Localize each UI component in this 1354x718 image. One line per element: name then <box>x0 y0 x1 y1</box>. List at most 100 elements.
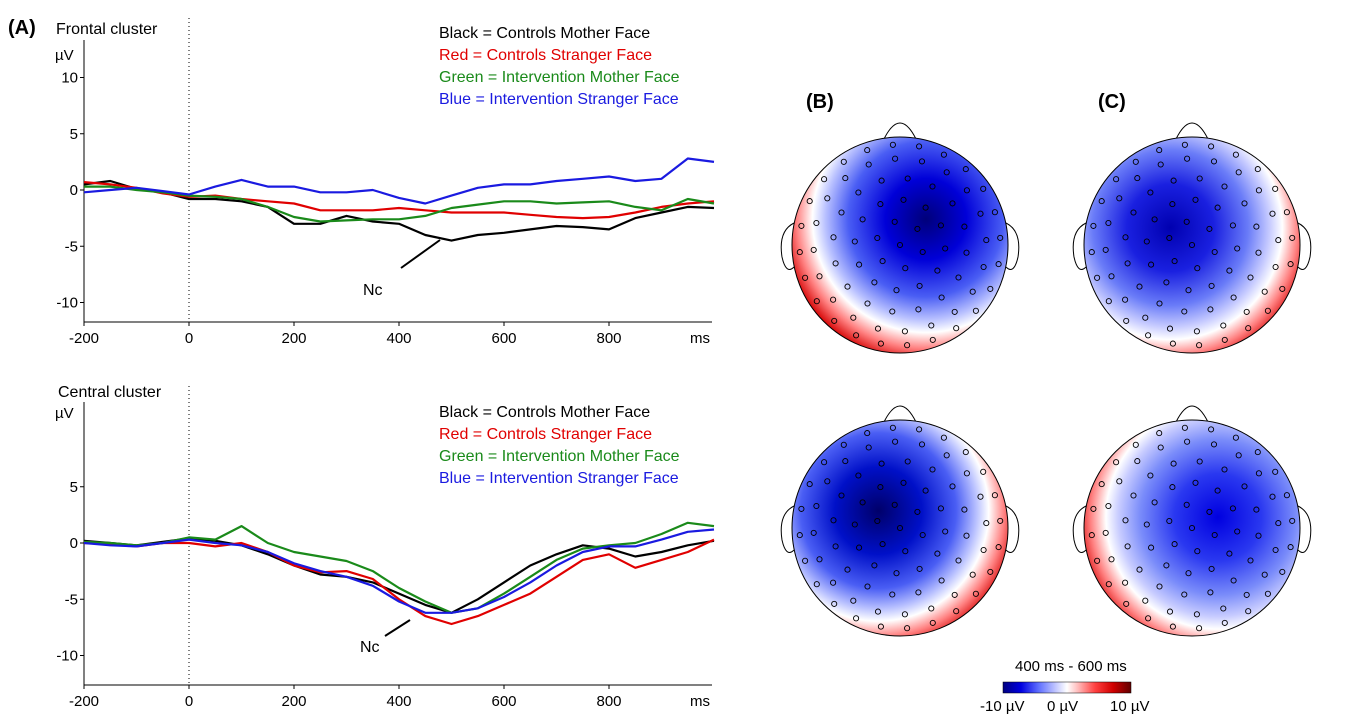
electrode-marker <box>1272 468 1279 475</box>
electrode-marker <box>1148 261 1155 268</box>
frontal-nc-label: Nc <box>363 282 383 299</box>
frontal-legend-blue: Blue = Intervention Stranger Face <box>439 91 679 108</box>
electrode-marker <box>987 568 994 575</box>
electrode-marker <box>851 521 858 528</box>
scalp-map <box>1083 419 1301 637</box>
electrode-marker <box>1245 325 1252 332</box>
electrode-marker <box>1156 300 1163 307</box>
frontal-ytick-label: 5 <box>70 126 78 143</box>
electrode-marker <box>902 548 909 555</box>
electrode-marker <box>1124 543 1131 550</box>
electrode-marker <box>949 200 956 207</box>
electrode-marker <box>1145 332 1152 339</box>
electrode-marker <box>1279 568 1286 575</box>
electrode-marker <box>806 198 813 205</box>
electrode-marker <box>1188 241 1196 249</box>
electrode-marker <box>824 195 831 202</box>
electrode-marker <box>1166 325 1174 332</box>
right-ear-outline <box>1297 222 1312 270</box>
electrode-marker <box>951 308 958 315</box>
electrode-marker <box>1098 198 1105 205</box>
electrode-marker <box>918 158 926 165</box>
electrode-marker <box>963 470 970 477</box>
topo-window-label: 400 ms - 600 ms <box>1015 658 1127 675</box>
electrode-marker <box>977 493 984 500</box>
central-legend-blue: Blue = Intervention Stranger Face <box>439 470 679 487</box>
electrode-marker <box>1287 544 1294 551</box>
electrode-marker <box>1243 308 1250 315</box>
electrode-marker <box>1235 169 1242 176</box>
electrode-marker <box>949 483 956 490</box>
electrode-marker <box>1169 623 1176 630</box>
electrode-marker <box>1088 532 1095 539</box>
electrode-marker <box>1113 459 1120 466</box>
electrode-marker <box>1226 267 1233 274</box>
electrode-marker <box>1136 283 1143 290</box>
electrode-marker <box>864 430 871 437</box>
electrode-marker <box>1196 625 1203 632</box>
colorbar <box>1002 681 1132 694</box>
electrode-marker <box>1181 308 1188 315</box>
electrode-marker <box>838 209 845 216</box>
electrode-marker <box>942 528 949 535</box>
left-ear-outline <box>1072 222 1087 270</box>
electrode-marker <box>1185 287 1192 294</box>
electrode-marker <box>1088 249 1095 256</box>
electrode-marker <box>830 234 837 241</box>
topomap-c-central <box>1072 405 1312 637</box>
electrode-marker <box>1166 234 1173 242</box>
electrode-marker <box>1234 245 1241 252</box>
central-plot: Central cluster µV 5 0 -5 -10 -200 0 200 400 60… <box>55 384 715 710</box>
central-xtick-label: 800 <box>596 693 621 710</box>
frontal-series-line-0 <box>83 179 715 242</box>
electrode-marker <box>864 147 871 154</box>
electrode-marker <box>914 508 921 515</box>
electrode-marker <box>934 267 941 274</box>
nose-outline <box>883 405 917 423</box>
frontal-legend-red: Red = Controls Stranger Face <box>439 47 652 64</box>
electrode-marker <box>1171 541 1178 548</box>
electrode-marker <box>943 169 950 176</box>
electrode-marker <box>802 557 809 564</box>
electrode-marker <box>955 557 962 564</box>
electrode-marker <box>1122 517 1129 524</box>
electrode-marker <box>1287 261 1294 268</box>
electrode-marker <box>953 608 960 615</box>
central-legend-black: Black = Controls Mother Face <box>439 404 650 421</box>
electrode-marker <box>1169 201 1176 208</box>
electrode-marker <box>1169 484 1176 491</box>
electrode-marker <box>1193 328 1200 335</box>
electrode-marker <box>1234 528 1241 535</box>
electrode-marker <box>1275 520 1282 527</box>
frontal-series-line-2 <box>84 185 715 223</box>
central-xtick-label: 200 <box>281 693 306 710</box>
electrode-marker <box>1094 274 1101 281</box>
electrode-marker <box>938 577 945 584</box>
electrode-marker <box>889 308 896 315</box>
electrode-marker <box>840 441 847 448</box>
electrode-marker <box>879 258 886 265</box>
electrode-marker <box>940 151 947 158</box>
electrode-marker <box>1151 499 1158 506</box>
electrode-marker <box>940 434 947 441</box>
nose-outline <box>883 122 917 140</box>
electrode-marker <box>853 615 860 622</box>
electrode-marker <box>1221 183 1228 190</box>
central-series-line-2 <box>83 521 715 614</box>
central-ytick-label: 0 <box>70 535 78 552</box>
right-ear-outline <box>1297 505 1312 553</box>
electrode-marker <box>928 322 935 329</box>
central-legend-red: Red = Controls Stranger Face <box>439 426 652 443</box>
central-xtick-label: 0 <box>185 693 193 710</box>
electrode-marker <box>874 325 882 332</box>
electrode-marker <box>937 222 944 229</box>
electrode-marker <box>991 209 998 216</box>
electrode-marker <box>1143 521 1150 528</box>
electrode-marker <box>796 532 803 539</box>
electrode-marker <box>1108 273 1115 280</box>
frontal-xunit-label: ms <box>690 330 710 347</box>
electrode-marker <box>929 183 936 190</box>
frontal-y-unit: µV <box>55 47 74 64</box>
electrode-marker <box>850 597 857 604</box>
electrode-marker <box>1163 562 1170 569</box>
